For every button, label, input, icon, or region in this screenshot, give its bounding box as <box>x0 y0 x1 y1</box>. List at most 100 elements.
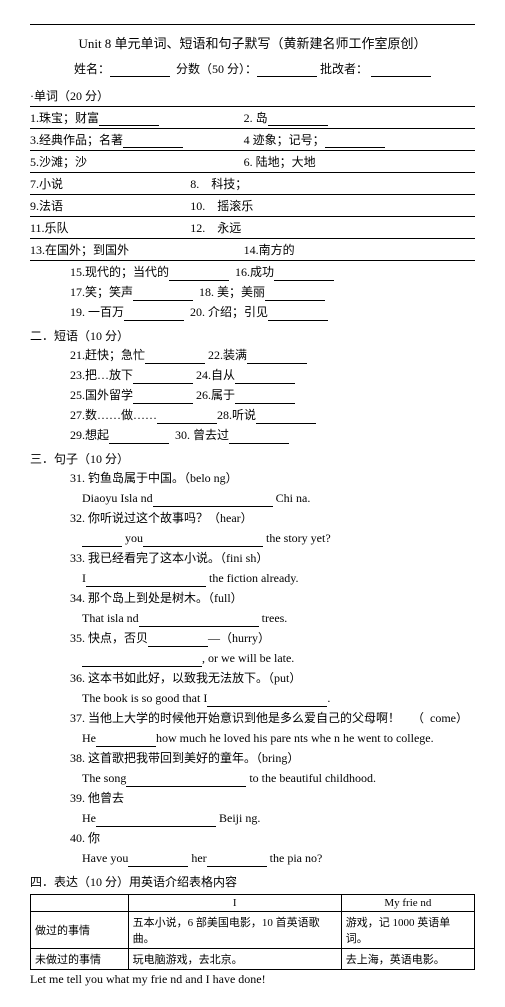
last-line: Let me tell you what my frie nd and I ha… <box>30 972 475 987</box>
q31-ans: Diaoyu Isla nd Chi na. <box>70 489 475 507</box>
q39: 39. 他曾去 <box>70 789 475 807</box>
table-row: 做过的事情 五本小说，6 部美国电影，10 首英语歌曲。 游戏，记 1000 英… <box>31 912 475 949</box>
table-row: 未做过的事情 玩电脑游戏，去北京。 去上海，英语电影。 <box>31 949 475 970</box>
item-11: 11.乐队 <box>30 219 190 236</box>
blank <box>126 774 246 787</box>
q31: 31. 钓鱼岛属于中国。（belo ng） <box>70 469 475 487</box>
blank <box>207 854 267 867</box>
section1-heading: ·单词（20 分） <box>30 87 475 104</box>
item-13: 13.在国外；到国外 <box>30 241 244 258</box>
blank <box>153 494 273 507</box>
header-line: 姓名： 分数（50 分）： 批改者： <box>30 60 475 77</box>
item-6: 6. 陆地；大地 <box>244 153 316 170</box>
row-1: 1.珠宝；财富2. 岛 <box>30 106 475 128</box>
blank <box>268 113 328 126</box>
blank <box>82 654 202 667</box>
blank <box>247 351 307 364</box>
blank <box>86 574 206 587</box>
item-17-18: 17.笑；笑声 18. 美；美丽 <box>70 283 475 301</box>
blank <box>128 854 188 867</box>
q37-ans: Hehow much he loved his pare nts whe n h… <box>70 729 475 747</box>
item-9: 9.法语 <box>30 197 190 214</box>
cell: 玩电脑游戏，去北京。 <box>128 949 341 970</box>
q34: 34. 那个岛上到处是树木。（full） <box>70 589 475 607</box>
row-2: 3.经典作品；名著4 迹象；记号； <box>30 128 475 150</box>
item-25-26: 25.国外留学 26.属于 <box>70 386 475 404</box>
blank <box>268 308 328 321</box>
blank <box>274 268 334 281</box>
cell: 游戏，记 1000 英语单词。 <box>341 912 474 949</box>
blank <box>96 814 216 827</box>
blank <box>133 371 193 384</box>
blank <box>235 391 295 404</box>
score-label: 分数（50 分）： <box>176 62 257 76</box>
item-21-22: 21.赶快；急忙 22.装满 <box>70 346 475 364</box>
blank <box>169 268 229 281</box>
q35-ans: , or we will be late. <box>70 649 475 667</box>
item-27-28: 27.数……做……28.听说 <box>70 406 475 424</box>
section3-heading: 三．句子（10 分） <box>30 450 475 467</box>
blank <box>207 694 327 707</box>
th-friend: My frie nd <box>341 895 474 912</box>
blank <box>133 288 193 301</box>
cell: 五本小说，6 部美国电影，10 首英语歌曲。 <box>128 912 341 949</box>
th-i: I <box>128 895 341 912</box>
q32-ans: you the story yet? <box>70 529 475 547</box>
blank <box>139 614 259 627</box>
row-3: 5.沙滩；沙6. 陆地；大地 <box>30 150 475 172</box>
cell: 做过的事情 <box>31 912 129 949</box>
q32: 32. 你听说过这个故事吗？（hear） <box>70 509 475 527</box>
blank <box>148 634 208 647</box>
item-5: 5.沙滩；沙 <box>30 153 244 170</box>
cell: 去上海，英语电影。 <box>341 949 474 970</box>
row-6: 11.乐队12. 永远 <box>30 216 475 238</box>
row-4: 7.小说8. 科技； <box>30 172 475 194</box>
name-label: 姓名： <box>74 62 110 76</box>
name-blank <box>110 64 170 77</box>
item-1: 1.珠宝；财富 <box>30 109 244 126</box>
item-8: 8. 科技； <box>190 175 247 192</box>
table: I My frie nd 做过的事情 五本小说，6 部美国电影，10 首英语歌曲… <box>30 894 475 970</box>
q40-ans: Have you her the pia no? <box>70 849 475 867</box>
q33: 33. 我已经看完了这本小说。（fini sh） <box>70 549 475 567</box>
row-7: 13.在国外；到国外14.南方的 <box>30 238 475 261</box>
q40: 40. 你 <box>70 829 475 847</box>
item-10: 10. 摇滚乐 <box>190 197 253 214</box>
blank <box>229 431 289 444</box>
page-title: Unit 8 单元单词、短语和句子默写（黄新建名师工作室原创） <box>30 33 475 52</box>
grader-blank <box>371 64 431 77</box>
blank <box>325 135 385 148</box>
q36: 36. 这本书如此好，以致我无法放下。（put） <box>70 669 475 687</box>
blank <box>235 371 295 384</box>
th-blank <box>31 895 129 912</box>
blank <box>145 351 205 364</box>
item-15-16: 15.现代的；当代的 16.成功 <box>70 263 475 281</box>
blank <box>96 734 156 747</box>
q34-ans: That isla nd trees. <box>70 609 475 627</box>
blank <box>124 308 184 321</box>
item-29-30: 29.想起 30. 曾去过 <box>70 426 475 444</box>
item-7: 7.小说 <box>30 175 190 192</box>
table-row: I My frie nd <box>31 895 475 912</box>
blank <box>99 113 159 126</box>
blank <box>123 135 183 148</box>
q38-ans: The song to the beautiful childhood. <box>70 769 475 787</box>
q35: 35. 快点，否贝—（hurry） <box>70 629 475 647</box>
q39-ans: He Beiji ng. <box>70 809 475 827</box>
section2-heading: 二．短语（10 分） <box>30 327 475 344</box>
q36-ans: The book is so good that I. <box>70 689 475 707</box>
item-3: 3.经典作品；名著 <box>30 131 244 148</box>
q37: 37. 当他上大学的时候他开始意识到他是多么爱自己的父母啊！ （ come） <box>70 709 475 727</box>
blank <box>109 431 169 444</box>
item-4: 4 迹象；记号； <box>244 131 385 148</box>
item-23-24: 23.把…放下 24.自从 <box>70 366 475 384</box>
q38: 38. 这首歌把我带回到美好的童年。（bring） <box>70 749 475 767</box>
blank <box>157 411 217 424</box>
item-2: 2. 岛 <box>244 109 328 126</box>
item-14: 14.南方的 <box>244 241 295 258</box>
blank <box>133 391 193 404</box>
blank <box>143 534 263 547</box>
section4-heading: 四．表达（10 分）用英语介绍表格内容 <box>30 873 475 890</box>
grader-label: 批改者： <box>320 62 368 76</box>
item-12: 12. 永远 <box>190 219 241 236</box>
